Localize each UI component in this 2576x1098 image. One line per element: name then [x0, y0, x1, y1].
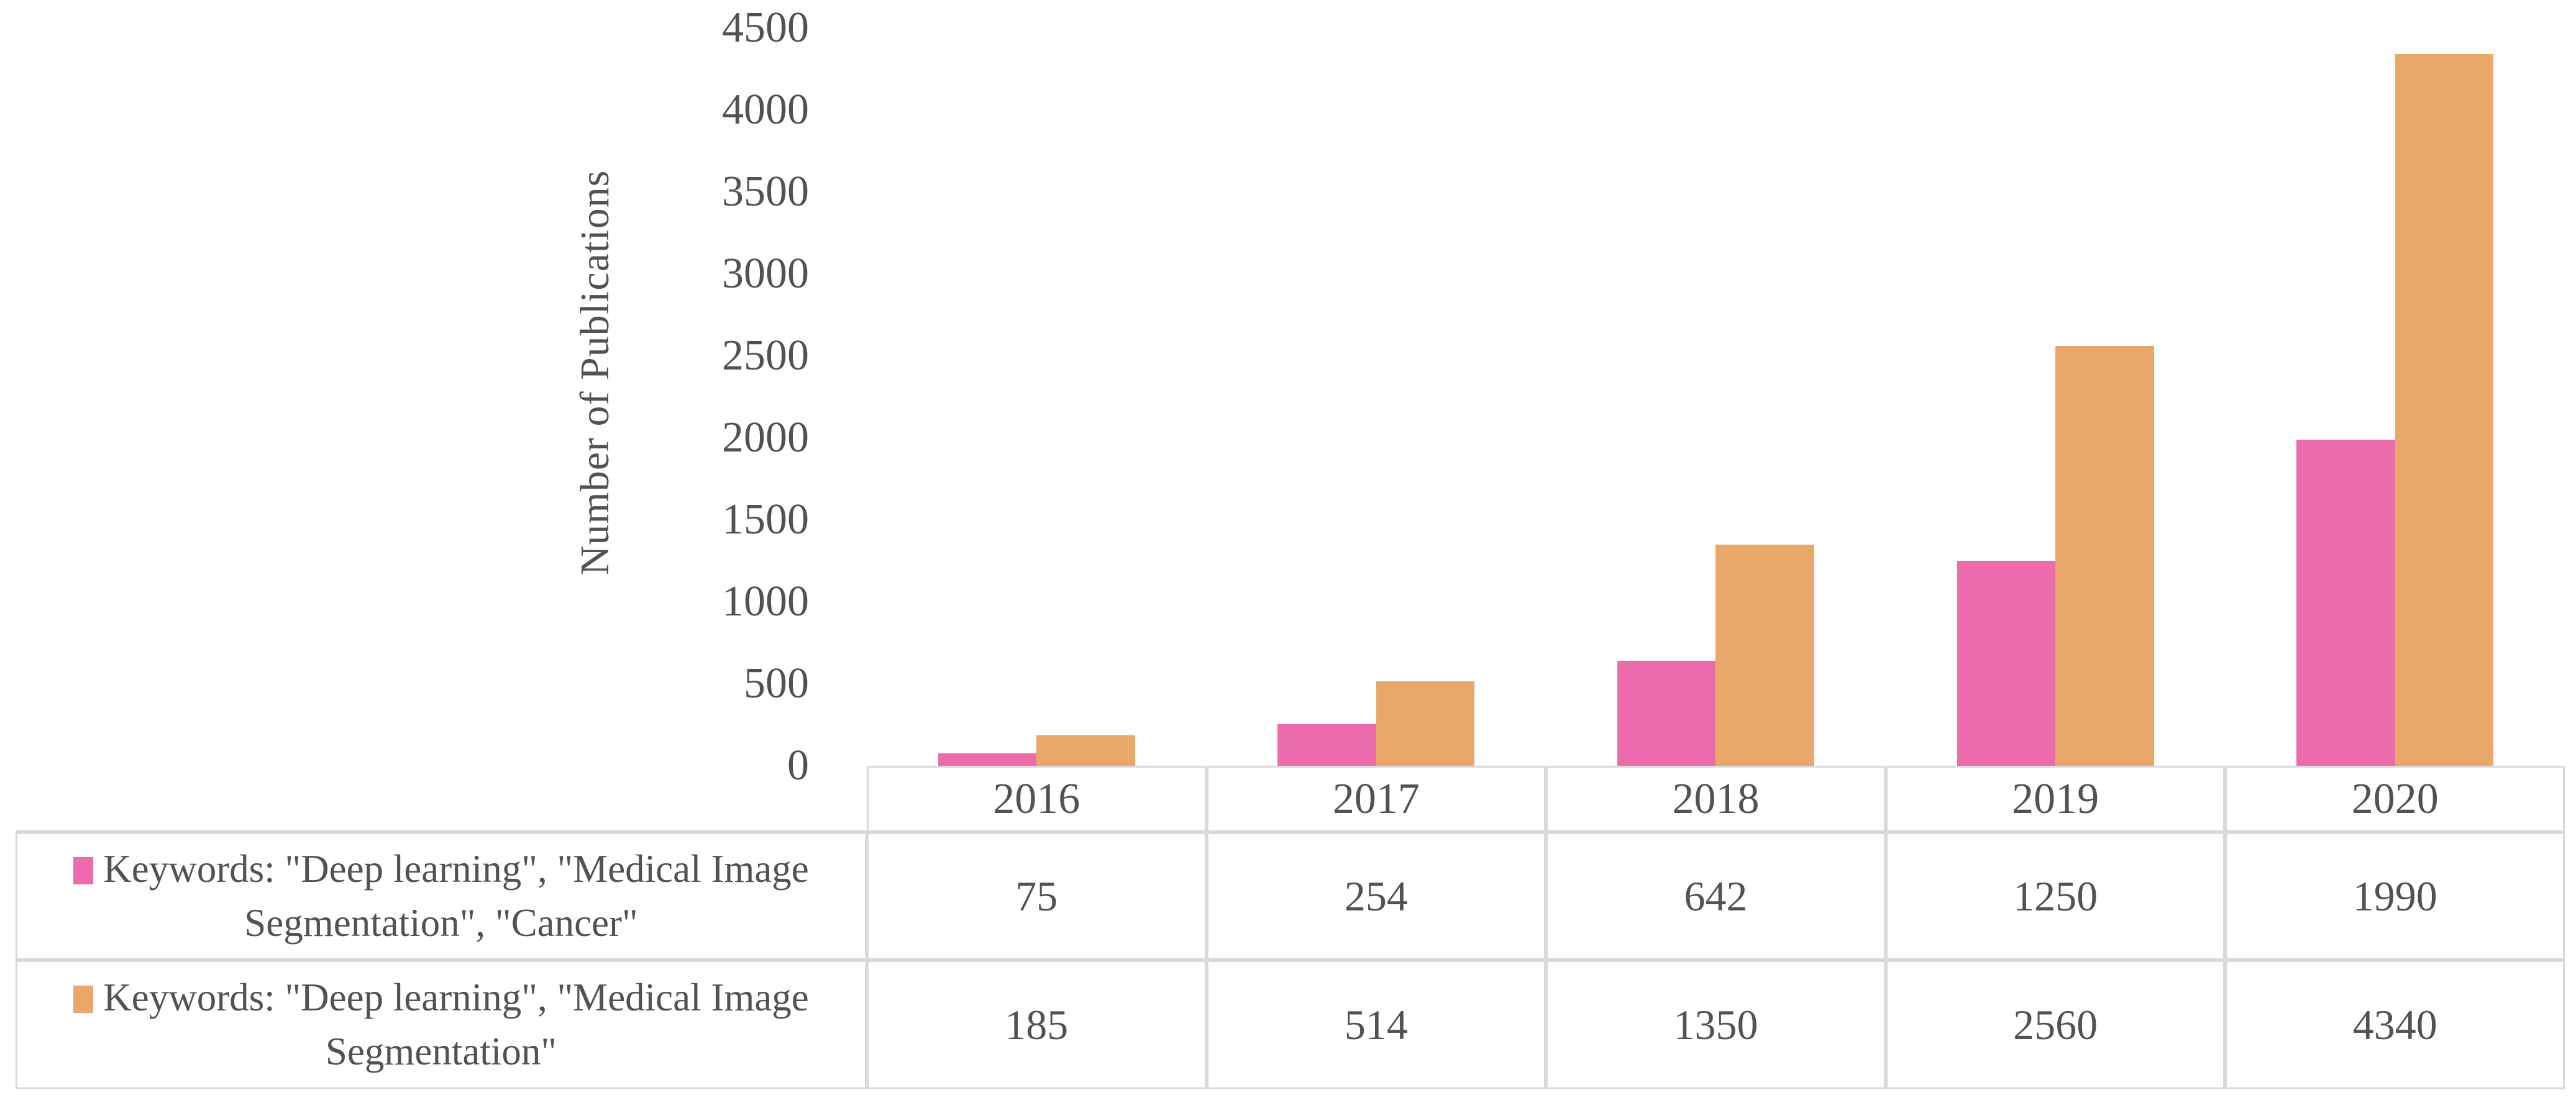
series-1-label: Keywords: "Deep learning", "Medical Imag…: [103, 847, 809, 945]
y-axis-tick-labels: 0 500 1000 1500 2000 2500 3000 3500 4000 4500: [0, 6, 809, 787]
value-2016-series-1: 75: [867, 832, 1207, 960]
data-table: Keywords: "Deep learning", "Medical Imag…: [16, 766, 2565, 1089]
series-2-label: Keywords: "Deep learning", "Medical Imag…: [103, 976, 809, 1073]
y-tick-label-500: 500: [744, 660, 809, 708]
value-2018-series-2: 1350: [1546, 960, 1886, 1089]
y-tick-label-1000: 1000: [722, 578, 809, 626]
bar-group-2016: [867, 28, 1207, 766]
bar-series-1-2020: [2296, 439, 2395, 766]
y-tick-label-2000: 2000: [722, 414, 809, 462]
bar-series-1-2017: [1277, 724, 1376, 766]
plot-area: [867, 28, 2565, 766]
value-2019-series-1: 1250: [1885, 832, 2226, 960]
bar-series-2-2018: [1715, 544, 1814, 766]
bar-group-2020: [2225, 28, 2565, 766]
y-tick-label-3000: 3000: [722, 250, 809, 297]
bar-series-1-2016: [938, 753, 1037, 766]
bar-series-2-2019: [2055, 346, 2154, 766]
value-2018-series-1: 642: [1546, 832, 1886, 960]
value-2020-series-1: 1990: [2225, 832, 2565, 960]
series-1-color-swatch: [73, 857, 94, 885]
bar-series-2-2020: [2395, 54, 2494, 766]
y-tick-label-4000: 4000: [722, 86, 809, 134]
value-2020-series-2: 4340: [2225, 960, 2565, 1089]
table-corner-spacer: [16, 766, 867, 832]
y-tick-label-3500: 3500: [722, 168, 809, 216]
value-2019-series-2: 2560: [1885, 960, 2226, 1089]
year-header-2020: 2020: [2225, 766, 2565, 832]
year-header-2017: 2017: [1206, 766, 1546, 832]
legend-row-series-2: Keywords: "Deep learning", "Medical Imag…: [16, 960, 867, 1089]
year-header-2019: 2019: [1885, 766, 2226, 832]
legend-series-1-text: Keywords: "Deep learning", "Medical Imag…: [26, 842, 856, 950]
value-2017-series-2: 514: [1206, 960, 1546, 1089]
series-2-color-swatch: [73, 986, 94, 1014]
bar-series-1-2019: [1957, 561, 2056, 766]
bar-group-2018: [1546, 28, 1886, 766]
year-header-2018: 2018: [1546, 766, 1886, 832]
y-tick-label-4500: 4500: [722, 4, 809, 52]
year-header-2016: 2016: [867, 766, 1207, 832]
y-tick-label-1500: 1500: [722, 496, 809, 543]
bar-series-2-2017: [1376, 681, 1475, 766]
y-tick-label-0: 0: [787, 742, 809, 789]
bar-group-2017: [1207, 28, 1546, 766]
bar-series-2-2016: [1036, 735, 1135, 766]
bar-series-1-2018: [1617, 660, 1716, 766]
legend-row-series-1: Keywords: "Deep learning", "Medical Imag…: [16, 832, 867, 960]
legend-series-2-text: Keywords: "Deep learning", "Medical Imag…: [26, 971, 856, 1079]
y-tick-label-2500: 2500: [722, 332, 809, 379]
bar-group-2019: [1886, 28, 2226, 766]
value-2017-series-1: 254: [1206, 832, 1546, 960]
value-2016-series-2: 185: [867, 960, 1207, 1089]
